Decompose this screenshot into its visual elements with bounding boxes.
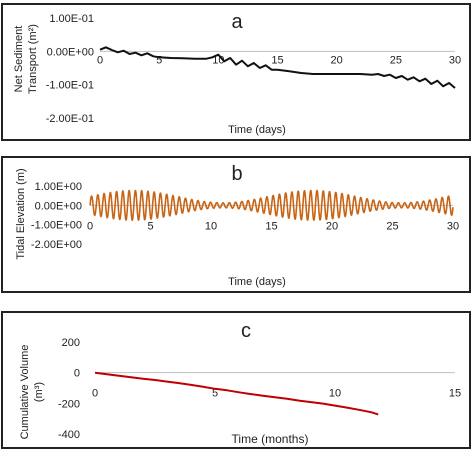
panel-b-label: b [231,163,242,185]
panel-b-xlabel: Time (days) [228,276,286,288]
panel-b-xtick-label: 0 [87,220,93,232]
panel-c-xlabel: Time (months) [232,432,309,446]
panel-c-ytick-label: -200 [58,398,80,410]
panel-c-frame [1,311,471,449]
panel-c: c Cumulative Volume (m³) 200 0 -200 -400 0 5 1… [1,311,471,449]
panel-a-ytick-label: -1.00E-01 [46,80,94,92]
panel-b-xtick-label: 5 [147,220,153,232]
panel-b-xtick-label: 20 [326,220,338,232]
panel-a-plot: 1.00E-01 0.00E+00 -1.00E-01 -2.00E-01 0 5 10 15… [46,13,461,125]
panel-a-ytick-label: 0.00E+00 [47,46,94,58]
panel-b-xtick-label: 15 [265,220,277,232]
panel-b-ytick-label: -2.00E+00 [31,239,82,251]
panel-b-ylabel: Tidal Elevation (m) [15,168,27,259]
panel-b-plot: 1.00E+00 0.00E+00 -1.00E+00 -2.00E+00 0 5 10 15… [31,181,459,251]
panel-b-series-line [89,189,454,221]
panel-c-ylabel-line1: Cumulative Volume [19,345,31,440]
panel-a-xtick-label: 10 [212,54,224,66]
panel-b-xtick-label: 25 [386,220,398,232]
panel-c-xtick-label: 15 [449,388,461,400]
panel-c-ytick-label: 0 [74,368,80,380]
panel-a-ytick-label: 1.00E-01 [49,13,94,25]
panel-a-xtick-label: 15 [271,54,283,66]
panel-a-xtick-label: 20 [331,54,343,66]
panel-c-xtick-label: 0 [92,388,98,400]
panel-a-xtick-label: 25 [390,54,402,66]
panel-a-frame [1,3,471,141]
panel-a-label: a [231,11,243,33]
panel-b-xtick-label: 10 [205,220,217,232]
panel-c-series-line [94,371,379,416]
panel-c-plot: 200 0 -200 -400 0 5 10 15 [58,337,461,441]
panel-a-series-line [99,46,456,89]
panel-a-xlabel: Time (days) [228,124,286,136]
panel-b-ytick-label: 0.00E+00 [35,200,82,212]
panel-b-ytick-label: 1.00E+00 [35,181,82,193]
panel-a-ytick-label: -2.00E-01 [46,113,94,125]
panel-c-label: c [241,320,251,342]
panel-b: b Tidal Elevation (m) 1.00E+00 0.00E+00 -1… [1,156,471,293]
panel-c-ytick-label: 200 [62,337,80,349]
panel-c-xtick-label: 5 [212,388,218,400]
panel-a-ylabel-line1: Net Sediment [13,26,25,93]
panel-c-xtick-label: 10 [329,388,341,400]
panel-a-xtick-label: 0 [97,54,103,66]
panel-b-xtick-label: 30 [447,220,459,232]
panel-b-ytick-label: -1.00E+00 [31,220,82,232]
panel-a-ylabel-line2: Transport (m²) [27,24,39,94]
panel-b-frame [1,156,471,293]
panel-c-ytick-label: -400 [58,429,80,441]
panel-a: a Net Sediment Transport (m²) 1.00E-01 0.… [1,3,471,141]
panel-a-xtick-label: 5 [156,54,162,66]
panel-c-ylabel-line2: (m³) [33,382,45,402]
panel-a-xtick-label: 30 [449,54,461,66]
